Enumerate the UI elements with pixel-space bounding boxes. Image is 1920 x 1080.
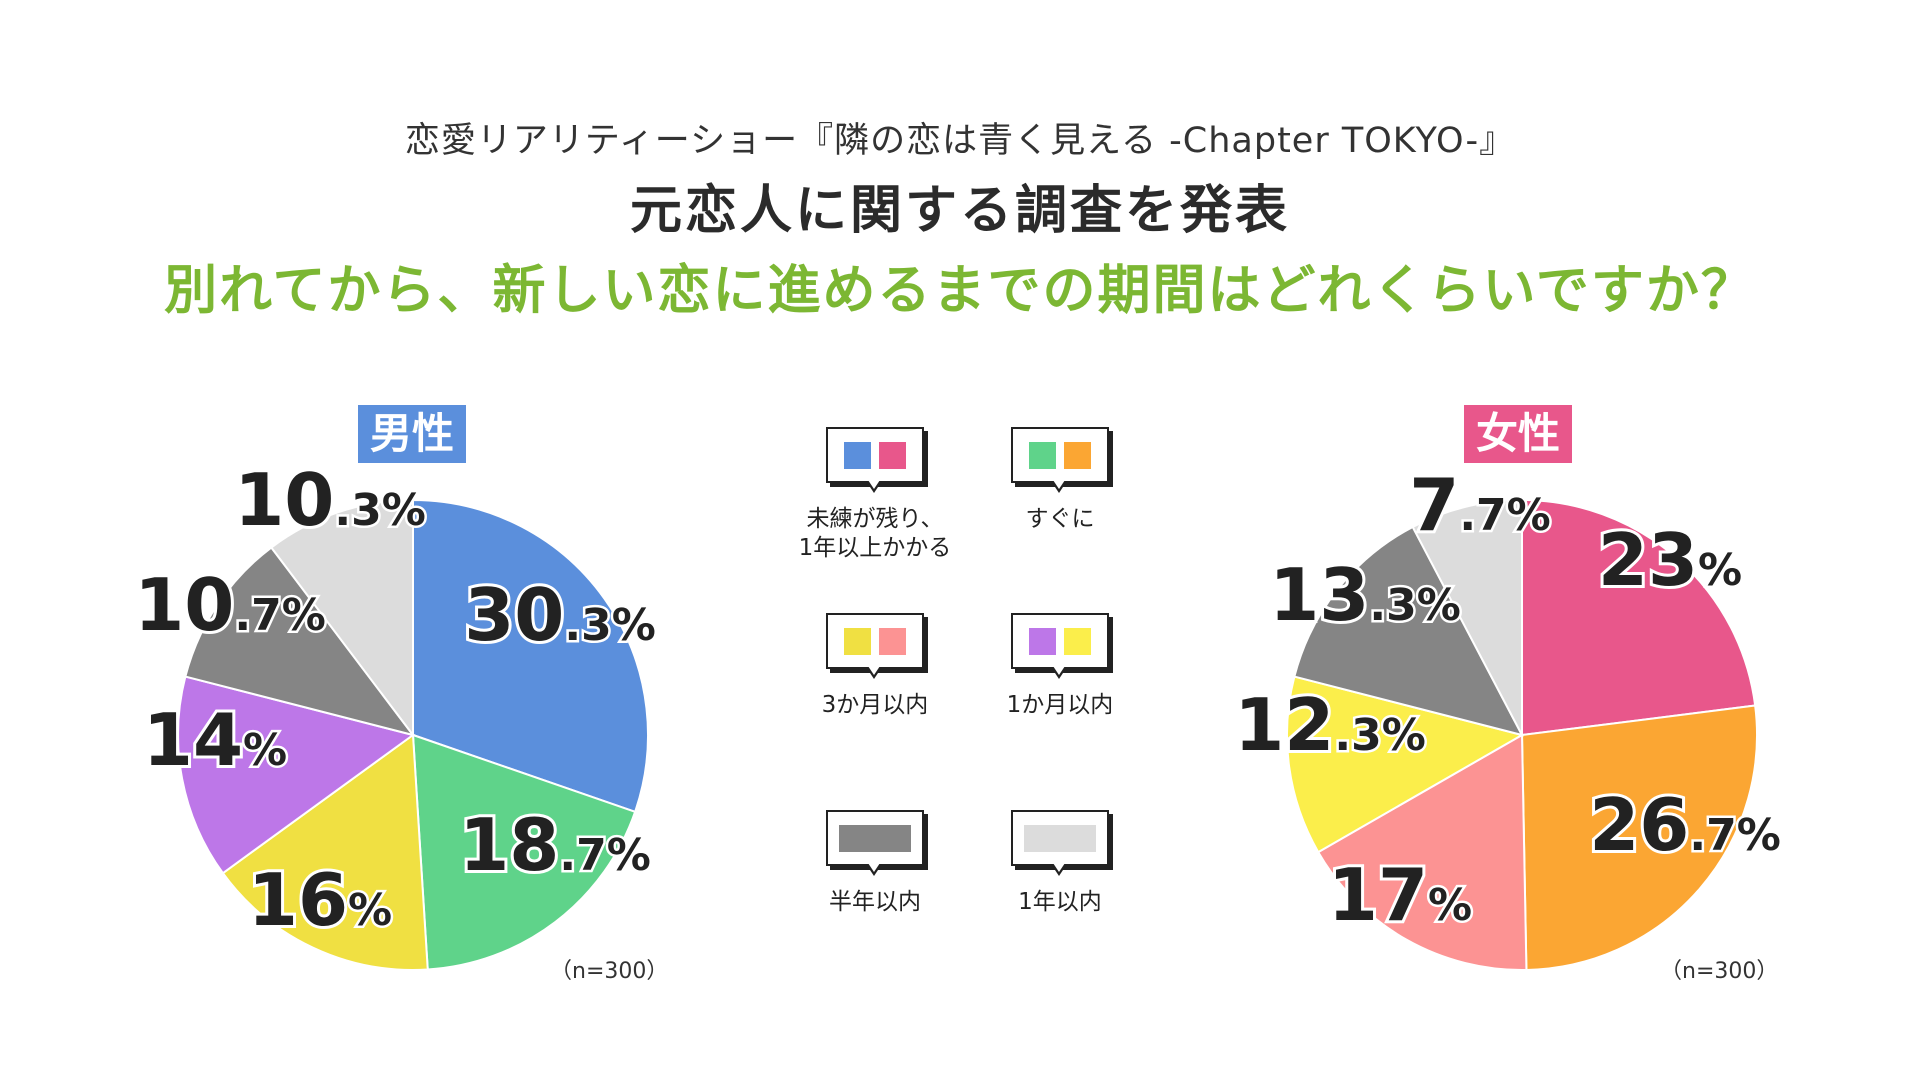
legend-item: 1か月以内 <box>965 613 1155 720</box>
male-pie: 30.3%18.7%16%14%10.7%10.3% <box>131 455 658 971</box>
legend-item: すぐに <box>965 427 1155 534</box>
legend-swatch <box>1029 627 1056 655</box>
pie-label-fraction: .7% <box>1689 810 1780 861</box>
legend-swatch <box>839 824 911 852</box>
page-title: 元恋人に関する調査を発表 <box>629 181 1290 241</box>
male-chart-title: 男性 <box>358 405 467 463</box>
pie-slice-label: 17% <box>1328 853 1472 937</box>
legend-swatch-box <box>826 810 924 876</box>
pie-slice <box>411 733 637 971</box>
legend-swatch <box>1024 824 1096 852</box>
pie-slice <box>184 546 416 737</box>
pie-slice-label: 23% <box>1598 518 1742 602</box>
legend-swatch <box>844 627 871 655</box>
pie-slice-label: 7.7% <box>1409 463 1551 547</box>
pie-label-fraction: .3% <box>1369 580 1460 631</box>
pie-slice <box>1521 498 1757 737</box>
pie-label-integer: 18 <box>459 803 559 887</box>
pie-label-integer: 23 <box>1598 518 1698 602</box>
female-sample-size: （n=300） <box>1660 959 1779 984</box>
legend-swatch-box <box>826 613 924 679</box>
pie-label-integer: 12 <box>1234 683 1334 767</box>
pie-label-fraction: % <box>243 725 287 776</box>
survey-kicker: 恋愛リアリティーショー『隣の恋は青く見える -Chapter TOKYO-』 <box>404 121 1516 161</box>
pie-label-fraction: % <box>1698 545 1742 596</box>
legend-label: 3か月以内 <box>821 692 929 718</box>
female-pie: 23%26.7%17%12.3%13.3%7.7% <box>1231 460 1783 971</box>
pie-label-integer: 14 <box>143 698 243 782</box>
legend-swatch-box <box>826 427 924 493</box>
male-sample-size: （n=300） <box>550 959 669 984</box>
pie-label-integer: 13 <box>1269 553 1369 637</box>
pie-slice <box>1316 733 1528 971</box>
legend-label: 半年以内 <box>829 889 921 915</box>
legend-label: 未練が残り、 1年以上かかる <box>798 506 952 561</box>
female-chart-title: 女性 <box>1464 405 1573 463</box>
legend-item: 未練が残り、 1年以上かかる <box>780 427 970 563</box>
pie-label-integer: 30 <box>464 573 564 657</box>
legend-item: 半年以内 <box>780 810 970 917</box>
legend-label: 1年以内 <box>1018 889 1102 915</box>
pie-slice-label: 30.3% <box>464 573 656 657</box>
pie-slice <box>1520 704 1758 971</box>
survey-question: 別れてから、新しい恋に進めるまでの期間はどれくらいですか？ <box>164 260 1756 321</box>
pie-label-fraction: .7% <box>1459 490 1550 541</box>
pie-label-fraction: % <box>1428 880 1472 931</box>
legend-swatch <box>1029 441 1056 469</box>
pie-label-integer: 10 <box>134 563 234 647</box>
pie-slice-label: 26.7% <box>1589 783 1781 867</box>
legend-label: 1か月以内 <box>1006 692 1114 718</box>
pie-slice-label: 16% <box>248 858 392 942</box>
pie-slice-label: 10.3% <box>234 458 426 542</box>
legend-item: 3か月以内 <box>780 613 970 720</box>
legend-item: 1年以内 <box>965 810 1155 917</box>
pie-label-integer: 17 <box>1328 853 1428 937</box>
pie-label-integer: 10 <box>234 458 334 542</box>
pie-label-fraction: .7% <box>559 830 650 881</box>
pie-slice-label: 18.7% <box>459 803 651 887</box>
pie-slice <box>269 498 414 738</box>
pie-label-integer: 16 <box>248 858 348 942</box>
pie-slice <box>1411 498 1523 736</box>
pie-slice-label: 12.3% <box>1234 683 1426 767</box>
legend-label: すぐに <box>1025 506 1095 532</box>
pie-slice-label: 13.3% <box>1269 553 1461 637</box>
pie-label-fraction: % <box>348 885 392 936</box>
pie-slice <box>221 733 429 971</box>
pie-slice-label: 14% <box>143 698 287 782</box>
pie-label-fraction: .7% <box>234 590 325 641</box>
pie-label-fraction: .3% <box>564 600 655 651</box>
legend-swatch-box <box>1011 810 1109 876</box>
legend-swatch <box>844 441 871 469</box>
pie-slice-label: 10.7% <box>134 563 326 647</box>
legend-swatch-box <box>1011 613 1109 679</box>
pie-label-fraction: .3% <box>334 485 425 536</box>
legend-swatch <box>1064 627 1091 655</box>
pie-label-fraction: .3% <box>1334 710 1425 761</box>
pie-slice <box>412 498 649 814</box>
legend-swatch <box>879 441 906 469</box>
pie-slice <box>177 675 416 875</box>
pie-slice <box>1293 525 1524 737</box>
legend-swatch-box <box>1011 427 1109 493</box>
legend-swatch <box>1064 441 1091 469</box>
pie-label-integer: 26 <box>1589 783 1689 867</box>
legend-swatch <box>879 627 906 655</box>
pie-label-integer: 7 <box>1409 463 1459 547</box>
